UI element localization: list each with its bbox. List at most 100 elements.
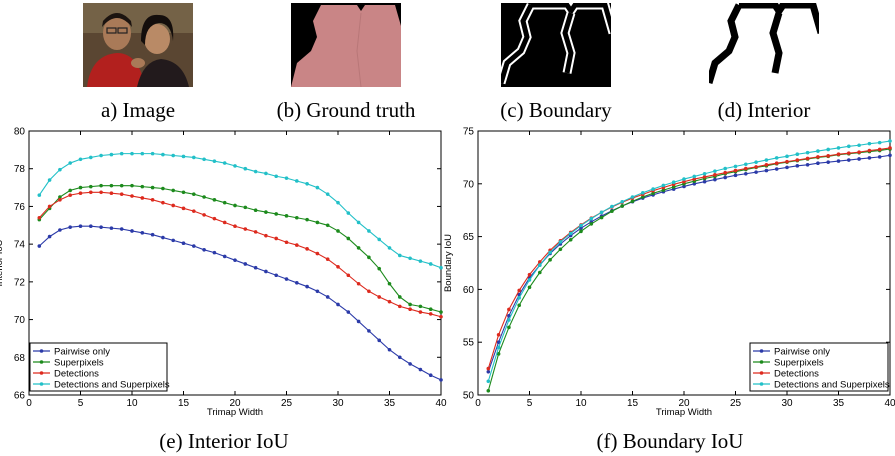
data-point — [836, 159, 841, 163]
data-point — [274, 236, 279, 241]
data-point — [418, 304, 423, 309]
data-point — [243, 262, 248, 266]
data-point — [548, 258, 552, 262]
data-point — [517, 288, 521, 293]
data-point — [119, 192, 124, 196]
data-point — [527, 278, 532, 282]
data-point — [367, 255, 371, 260]
data-point — [264, 269, 268, 274]
data-point — [119, 227, 124, 231]
legend-marker — [39, 360, 44, 364]
data-point — [58, 228, 62, 232]
x-tick-label: 30 — [332, 398, 344, 409]
data-point — [346, 211, 351, 215]
data-point — [336, 229, 340, 233]
data-point — [58, 198, 62, 202]
data-point — [620, 204, 624, 208]
y-axis-label: Boundary IoU — [443, 234, 454, 292]
y-tick-label: 68 — [14, 353, 26, 364]
data-point — [68, 225, 72, 229]
data-point — [99, 183, 103, 188]
x-tick-label: 35 — [833, 398, 845, 409]
data-point — [888, 146, 892, 150]
data-point — [702, 171, 707, 176]
data-point — [202, 213, 206, 217]
caption-ground-truth: (b) Ground truth — [276, 98, 416, 122]
data-point — [140, 231, 145, 235]
data-point — [723, 170, 727, 175]
data-point — [243, 205, 248, 210]
data-point — [579, 229, 583, 234]
data-point — [527, 285, 532, 290]
data-point — [826, 154, 830, 158]
data-point — [109, 152, 114, 157]
data-point — [47, 234, 52, 239]
data-point — [877, 147, 882, 152]
data-point — [130, 194, 134, 198]
data-point — [346, 236, 351, 241]
data-point — [295, 179, 299, 183]
data-point — [857, 150, 861, 154]
x-axis-label: Trimap Width — [207, 407, 263, 418]
data-point — [58, 167, 62, 172]
x-tick-label: 15 — [627, 398, 639, 409]
data-point — [377, 237, 382, 242]
data-point — [641, 195, 645, 199]
data-point — [816, 161, 820, 166]
data-point — [527, 272, 532, 277]
data-point — [774, 161, 779, 166]
data-point — [47, 204, 52, 209]
data-point — [47, 178, 52, 182]
x-tick-label: 40 — [884, 398, 895, 409]
data-point — [37, 215, 42, 220]
data-point — [222, 161, 227, 165]
data-point — [507, 325, 511, 330]
data-point — [202, 157, 206, 162]
data-point — [774, 167, 779, 171]
data-point — [253, 169, 258, 174]
x-tick-label: 0 — [26, 398, 32, 409]
data-point — [171, 188, 175, 193]
data-point — [795, 152, 800, 157]
data-point — [222, 254, 227, 259]
data-point — [119, 151, 124, 156]
y-tick-label: 66 — [14, 391, 26, 402]
data-point — [439, 378, 443, 382]
data-point — [325, 192, 330, 196]
data-point — [253, 230, 258, 234]
data-point — [243, 166, 248, 171]
data-point — [733, 173, 738, 178]
y-tick-label: 76 — [14, 202, 26, 213]
data-point — [507, 314, 511, 318]
y-tick-label: 50 — [463, 391, 475, 402]
data-point — [418, 367, 423, 372]
data-point — [398, 295, 402, 299]
data-point — [150, 151, 155, 156]
data-point — [89, 224, 93, 229]
data-point — [877, 155, 882, 159]
legend-box — [29, 342, 168, 392]
data-point — [367, 289, 371, 294]
x-tick-label: 20 — [229, 398, 241, 409]
y-tick-label: 70 — [463, 179, 475, 190]
data-point — [150, 185, 155, 190]
data-point — [325, 223, 330, 228]
data-point — [356, 220, 361, 225]
data-point — [805, 150, 810, 155]
data-point — [816, 149, 820, 153]
caption-interior-iou: (e) Interior IoU — [159, 429, 289, 453]
data-point — [192, 244, 196, 248]
legend-label: Superpixels — [54, 358, 104, 369]
data-point — [78, 191, 83, 196]
data-point — [682, 177, 686, 181]
data-point — [336, 264, 340, 269]
data-point — [58, 195, 62, 199]
data-point — [496, 333, 501, 337]
data-point — [418, 310, 423, 314]
x-tick-label: 20 — [678, 398, 690, 409]
legend-marker — [39, 371, 44, 375]
data-point — [538, 270, 542, 275]
data-point — [222, 220, 227, 225]
data-point — [161, 186, 165, 191]
data-point — [336, 200, 340, 205]
